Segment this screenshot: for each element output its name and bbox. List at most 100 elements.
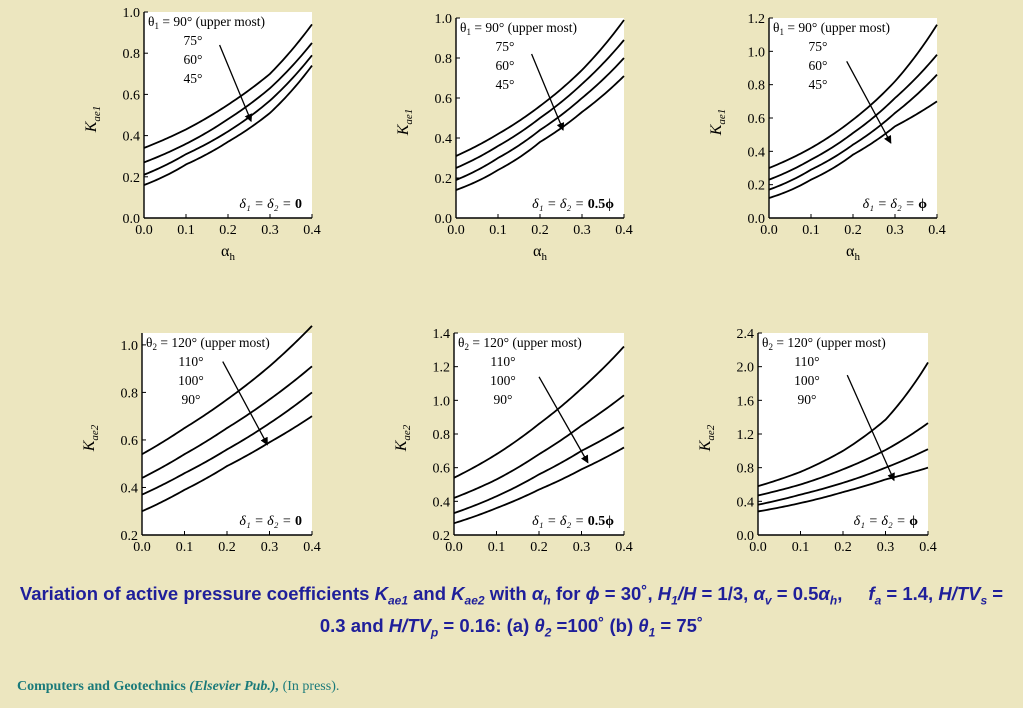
legend-item-1: 75° bbox=[496, 39, 515, 54]
y-tick-label: 1.2 bbox=[748, 12, 766, 27]
x-axis-label: αh bbox=[533, 243, 547, 263]
x-tick-label: 0.0 bbox=[133, 540, 151, 555]
legend-title: θ2 = 120° (upper most) bbox=[762, 335, 886, 352]
x-axis-label: αh bbox=[221, 243, 235, 263]
y-tick-label: 0.0 bbox=[748, 212, 766, 227]
series-line-1 bbox=[141, 325, 313, 455]
trend-arrow bbox=[222, 361, 268, 446]
y-tick-label: 0.2 bbox=[435, 172, 453, 187]
trend-arrow bbox=[530, 53, 565, 131]
x-tick-label: 0.4 bbox=[615, 223, 633, 238]
x-tick-label: 0.0 bbox=[135, 223, 153, 238]
trend-arrow bbox=[846, 374, 895, 482]
series-line-2 bbox=[141, 365, 313, 479]
x-tick-label: 0.2 bbox=[531, 223, 549, 238]
legend-item-3: 90° bbox=[182, 392, 201, 407]
y-axis-label: Kae2 bbox=[697, 424, 717, 452]
x-tick-label: 0.1 bbox=[176, 540, 194, 555]
series-line-1 bbox=[143, 23, 313, 149]
y-axis-label: Kae1 bbox=[83, 106, 103, 134]
y-tick-label: 0.8 bbox=[737, 462, 755, 477]
legend-title: θ1 = 90° (upper most) bbox=[773, 20, 890, 37]
condition-label: δ₁ = δ₂ = 0 bbox=[239, 514, 302, 529]
x-tick-label: 0.4 bbox=[919, 540, 937, 555]
plot-area bbox=[144, 12, 312, 218]
series-line-2 bbox=[757, 422, 929, 497]
y-tick-label: 0.4 bbox=[123, 130, 141, 145]
y-axis-label: Kae1 bbox=[395, 109, 415, 137]
legend-title: θ1 = 90° (upper most) bbox=[460, 20, 577, 37]
publication-status: (In press). bbox=[279, 679, 340, 694]
series-line-3 bbox=[141, 391, 313, 496]
y-tick-label: 1.0 bbox=[121, 339, 139, 354]
x-axis-label: αh bbox=[846, 243, 860, 263]
series-line-3 bbox=[768, 74, 938, 191]
plot-area bbox=[142, 333, 312, 535]
x-tick-label: 0.1 bbox=[488, 540, 506, 555]
x-tick-label: 0.2 bbox=[530, 540, 548, 555]
series-line-2 bbox=[143, 42, 313, 164]
y-tick-label: 1.2 bbox=[737, 428, 755, 443]
x-tick-label: 0.0 bbox=[760, 223, 778, 238]
y-tick-label: 0.2 bbox=[123, 171, 141, 186]
x-tick-label: 0.0 bbox=[447, 223, 465, 238]
x-tick-label: 0.3 bbox=[877, 540, 895, 555]
legend-item-2: 100° bbox=[178, 373, 204, 388]
series-line-4 bbox=[453, 446, 625, 525]
legend-item-1: 75° bbox=[184, 33, 203, 48]
y-tick-label: 2.4 bbox=[737, 327, 755, 342]
legend-item-1: 75° bbox=[809, 39, 828, 54]
legend-title: θ2 = 120° (upper most) bbox=[146, 335, 270, 352]
y-axis-label: Kae2 bbox=[81, 424, 101, 452]
condition-label: δ₁ = δ₂ = ϕ bbox=[863, 197, 928, 212]
citation-footer: Computers and Geotechnics (Elsevier Pub.… bbox=[17, 679, 339, 695]
y-tick-label: 0.4 bbox=[433, 495, 451, 510]
y-tick-label: 0.2 bbox=[748, 179, 766, 194]
y-tick-label: 0.8 bbox=[433, 428, 451, 443]
chart-panel-6: 0.00.10.20.30.40.00.40.81.21.62.02.4αhKa… bbox=[697, 327, 937, 555]
y-tick-label: 0.0 bbox=[737, 529, 755, 544]
x-tick-label: 0.2 bbox=[834, 540, 852, 555]
x-tick-label: 0.2 bbox=[844, 223, 862, 238]
y-tick-label: 0.4 bbox=[435, 132, 453, 147]
x-tick-label: 0.3 bbox=[573, 223, 591, 238]
x-tick-label: 0.2 bbox=[218, 540, 236, 555]
journal-name: Computers and Geotechnics bbox=[17, 679, 186, 694]
legend-item-2: 60° bbox=[809, 58, 828, 73]
x-tick-label: 0.0 bbox=[749, 540, 767, 555]
series-line-3 bbox=[143, 54, 313, 176]
legend-item-1: 110° bbox=[490, 354, 515, 369]
legend-item-2: 100° bbox=[794, 373, 820, 388]
trend-arrow bbox=[218, 44, 253, 123]
y-tick-label: 1.6 bbox=[737, 394, 755, 409]
legend-item-2: 100° bbox=[490, 373, 516, 388]
y-tick-label: 0.4 bbox=[748, 145, 766, 160]
y-tick-label: 0.0 bbox=[123, 212, 141, 227]
series-line-4 bbox=[141, 415, 313, 513]
legend-title: θ1 = 90° (upper most) bbox=[148, 14, 265, 31]
x-tick-label: 0.3 bbox=[261, 540, 279, 555]
trend-arrow bbox=[846, 61, 892, 144]
chart-panel-3: 0.0 0.1 0.2 0.3 0.4 0.0 0.2 0.4 0.6 0.8 1.0 1.2 αh Ka… bbox=[708, 12, 946, 263]
y-tick-label: 0.8 bbox=[123, 47, 141, 62]
x-tick-label: 0.4 bbox=[303, 223, 321, 238]
plot-area bbox=[454, 333, 624, 535]
condition-label: δ₁ = δ₂ = ϕ bbox=[854, 514, 919, 529]
series-line-2 bbox=[768, 54, 938, 181]
series-line-1 bbox=[455, 19, 625, 157]
x-tick-label: 0.0 bbox=[445, 540, 463, 555]
y-tick-label: 2.0 bbox=[737, 361, 755, 376]
x-tick-label: 0.1 bbox=[802, 223, 820, 238]
x-tick-label: 0.1 bbox=[177, 223, 195, 238]
chart-panel-2: 0.0 0.1 0.2 0.3 0.4 0.0 0.2 0.4 0.6 0.8 1.0 αh Kae1 θ… bbox=[395, 12, 633, 263]
series-line-4 bbox=[768, 100, 938, 199]
y-tick-label: 0.8 bbox=[748, 79, 766, 94]
y-tick-label: 1.0 bbox=[435, 12, 453, 27]
x-tick-label: 0.3 bbox=[886, 223, 904, 238]
y-tick-label: 1.4 bbox=[433, 327, 451, 342]
series-line-3 bbox=[455, 57, 625, 181]
series-line-4 bbox=[757, 466, 929, 513]
y-tick-label: 0.2 bbox=[433, 529, 451, 544]
series-line-4 bbox=[143, 65, 313, 186]
y-tick-label: 0.6 bbox=[121, 434, 139, 449]
